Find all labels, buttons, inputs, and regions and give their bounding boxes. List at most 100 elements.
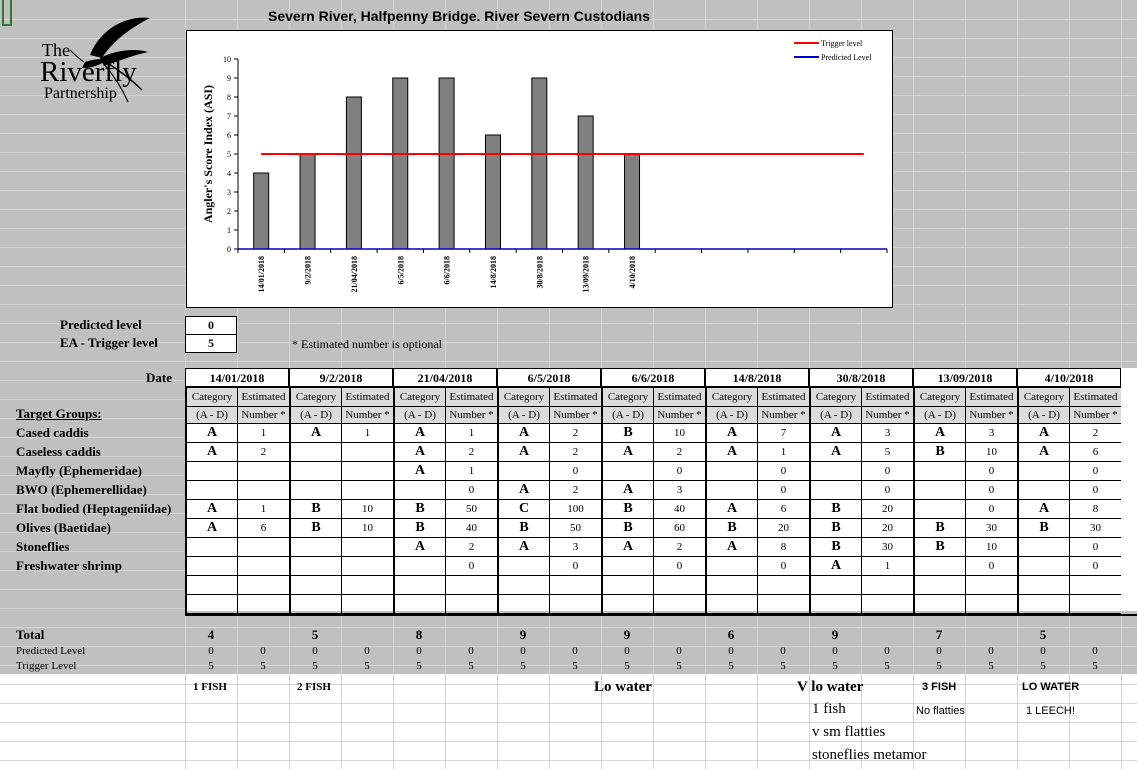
estimated-cell[interactable]: 20: [861, 519, 913, 538]
category-cell[interactable]: B: [913, 443, 965, 462]
category-cell[interactable]: A: [705, 538, 757, 557]
date-header[interactable]: 6/6/2018: [601, 368, 705, 387]
category-header[interactable]: Category: [289, 387, 341, 406]
blank-category-cell[interactable]: [185, 576, 237, 595]
category-cell[interactable]: B: [913, 519, 965, 538]
category-cell[interactable]: B: [289, 500, 341, 519]
blank-estimated-cell[interactable]: [653, 595, 705, 614]
category-cell[interactable]: B: [1017, 519, 1069, 538]
blank-estimated-cell[interactable]: [1069, 595, 1121, 614]
estimated-cell[interactable]: 0: [1069, 481, 1121, 500]
date-header[interactable]: 9/2/2018: [289, 368, 393, 387]
estimated-cell[interactable]: 0: [1069, 557, 1121, 576]
selected-cell-marker[interactable]: [2, 0, 12, 26]
category-cell[interactable]: B: [601, 500, 653, 519]
category-range-header[interactable]: (A - D): [705, 406, 757, 424]
trigger-level-input[interactable]: 5: [185, 334, 237, 353]
estimated-header[interactable]: Estimated: [757, 387, 809, 406]
estimated-cell[interactable]: 30: [965, 519, 1017, 538]
estimated-cell[interactable]: 0: [1069, 462, 1121, 481]
category-cell[interactable]: A: [393, 538, 445, 557]
blank-estimated-cell[interactable]: [549, 595, 601, 614]
category-cell[interactable]: [705, 462, 757, 481]
category-cell[interactable]: A: [185, 519, 237, 538]
estimated-cell[interactable]: 1: [237, 500, 289, 519]
estimated-number-header[interactable]: Number *: [965, 406, 1017, 424]
category-cell[interactable]: A: [1017, 500, 1069, 519]
date-header[interactable]: 6/5/2018: [497, 368, 601, 387]
estimated-cell[interactable]: 0: [445, 481, 497, 500]
estimated-cell[interactable]: 2: [549, 443, 601, 462]
category-cell[interactable]: [601, 557, 653, 576]
category-cell[interactable]: A: [913, 424, 965, 443]
category-range-header[interactable]: (A - D): [1017, 406, 1069, 424]
blank-estimated-cell[interactable]: [861, 576, 913, 595]
category-header[interactable]: Category: [1017, 387, 1069, 406]
category-cell[interactable]: [601, 462, 653, 481]
estimated-cell[interactable]: 2: [445, 538, 497, 557]
estimated-cell[interactable]: 1: [237, 424, 289, 443]
estimated-cell[interactable]: [341, 557, 393, 576]
estimated-cell[interactable]: 0: [861, 481, 913, 500]
blank-estimated-cell[interactable]: [757, 576, 809, 595]
blank-category-cell[interactable]: [601, 595, 653, 614]
chart-frame[interactable]: 0 1 2 3 4 5 6 7 8 9 10 Angler's Score Index (ASI) 14…: [186, 30, 893, 308]
category-cell[interactable]: B: [809, 519, 861, 538]
estimated-cell[interactable]: 2: [549, 481, 601, 500]
date-header[interactable]: 14/01/2018: [185, 368, 289, 387]
category-range-header[interactable]: (A - D): [185, 406, 237, 424]
estimated-cell[interactable]: 1: [445, 424, 497, 443]
blank-category-cell[interactable]: [289, 576, 341, 595]
estimated-cell[interactable]: 20: [861, 500, 913, 519]
blank-category-cell[interactable]: [393, 576, 445, 595]
category-cell[interactable]: [1017, 481, 1069, 500]
category-cell[interactable]: B: [289, 519, 341, 538]
blank-category-cell[interactable]: [497, 576, 549, 595]
category-cell[interactable]: B: [809, 538, 861, 557]
estimated-cell[interactable]: 0: [549, 462, 601, 481]
category-cell[interactable]: [393, 481, 445, 500]
category-cell[interactable]: A: [809, 443, 861, 462]
estimated-cell[interactable]: 0: [549, 557, 601, 576]
category-cell[interactable]: A: [705, 443, 757, 462]
estimated-cell[interactable]: 6: [1069, 443, 1121, 462]
estimated-cell[interactable]: 2: [1069, 424, 1121, 443]
category-cell[interactable]: [185, 557, 237, 576]
blank-category-cell[interactable]: [393, 595, 445, 614]
category-cell[interactable]: A: [497, 443, 549, 462]
category-cell[interactable]: A: [809, 557, 861, 576]
estimated-number-header[interactable]: Number *: [1069, 406, 1121, 424]
blank-estimated-cell[interactable]: [549, 576, 601, 595]
estimated-cell[interactable]: 10: [965, 538, 1017, 557]
estimated-header[interactable]: Estimated: [861, 387, 913, 406]
estimated-header[interactable]: Estimated: [1069, 387, 1121, 406]
date-header[interactable]: 21/04/2018: [393, 368, 497, 387]
estimated-cell[interactable]: 50: [445, 500, 497, 519]
blank-estimated-cell[interactable]: [757, 595, 809, 614]
estimated-number-header[interactable]: Number *: [549, 406, 601, 424]
category-header[interactable]: Category: [601, 387, 653, 406]
date-header[interactable]: 13/09/2018: [913, 368, 1017, 387]
estimated-cell[interactable]: [237, 538, 289, 557]
blank-category-cell[interactable]: [1017, 576, 1069, 595]
category-cell[interactable]: A: [497, 481, 549, 500]
category-cell[interactable]: [705, 481, 757, 500]
blank-category-cell[interactable]: [601, 576, 653, 595]
estimated-number-header[interactable]: Number *: [445, 406, 497, 424]
estimated-cell[interactable]: 0: [861, 462, 913, 481]
estimated-cell[interactable]: 3: [653, 481, 705, 500]
estimated-cell[interactable]: 0: [757, 481, 809, 500]
category-cell[interactable]: B: [393, 519, 445, 538]
estimated-cell[interactable]: 2: [445, 443, 497, 462]
blank-category-cell[interactable]: [913, 576, 965, 595]
estimated-cell[interactable]: 2: [653, 443, 705, 462]
estimated-cell[interactable]: 5: [861, 443, 913, 462]
estimated-number-header[interactable]: Number *: [237, 406, 289, 424]
category-cell[interactable]: B: [601, 424, 653, 443]
estimated-cell[interactable]: 40: [445, 519, 497, 538]
category-header[interactable]: Category: [185, 387, 237, 406]
category-cell[interactable]: A: [705, 424, 757, 443]
blank-estimated-cell[interactable]: [1069, 576, 1121, 595]
blank-estimated-cell[interactable]: [237, 576, 289, 595]
category-cell[interactable]: A: [185, 500, 237, 519]
